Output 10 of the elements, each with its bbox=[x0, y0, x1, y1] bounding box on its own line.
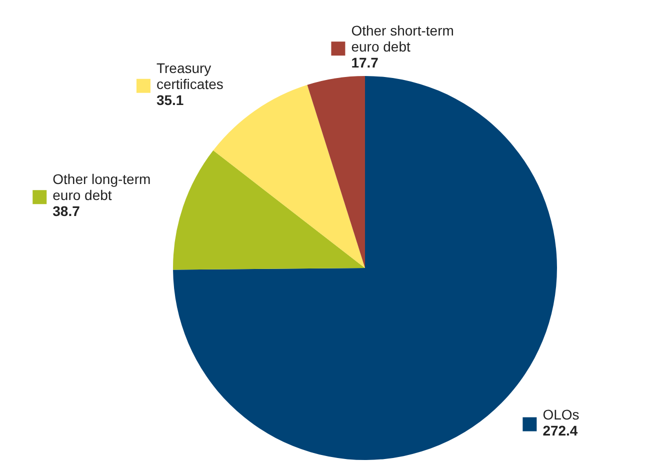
data-label: 38.7 bbox=[52, 203, 80, 220]
data-label: 35.1 bbox=[156, 92, 184, 108]
pie-slice bbox=[307, 76, 365, 268]
pie-slice bbox=[173, 150, 365, 270]
slice-label: OLOs bbox=[542, 406, 580, 422]
data-label: 272.4 bbox=[542, 422, 578, 438]
slice-label: Treasury certificates bbox=[156, 60, 224, 92]
slice-label: Other short-term euro debt bbox=[351, 22, 454, 55]
slice-label: Other long-term euro debt bbox=[52, 171, 151, 204]
data-label: 17.7 bbox=[351, 54, 379, 71]
